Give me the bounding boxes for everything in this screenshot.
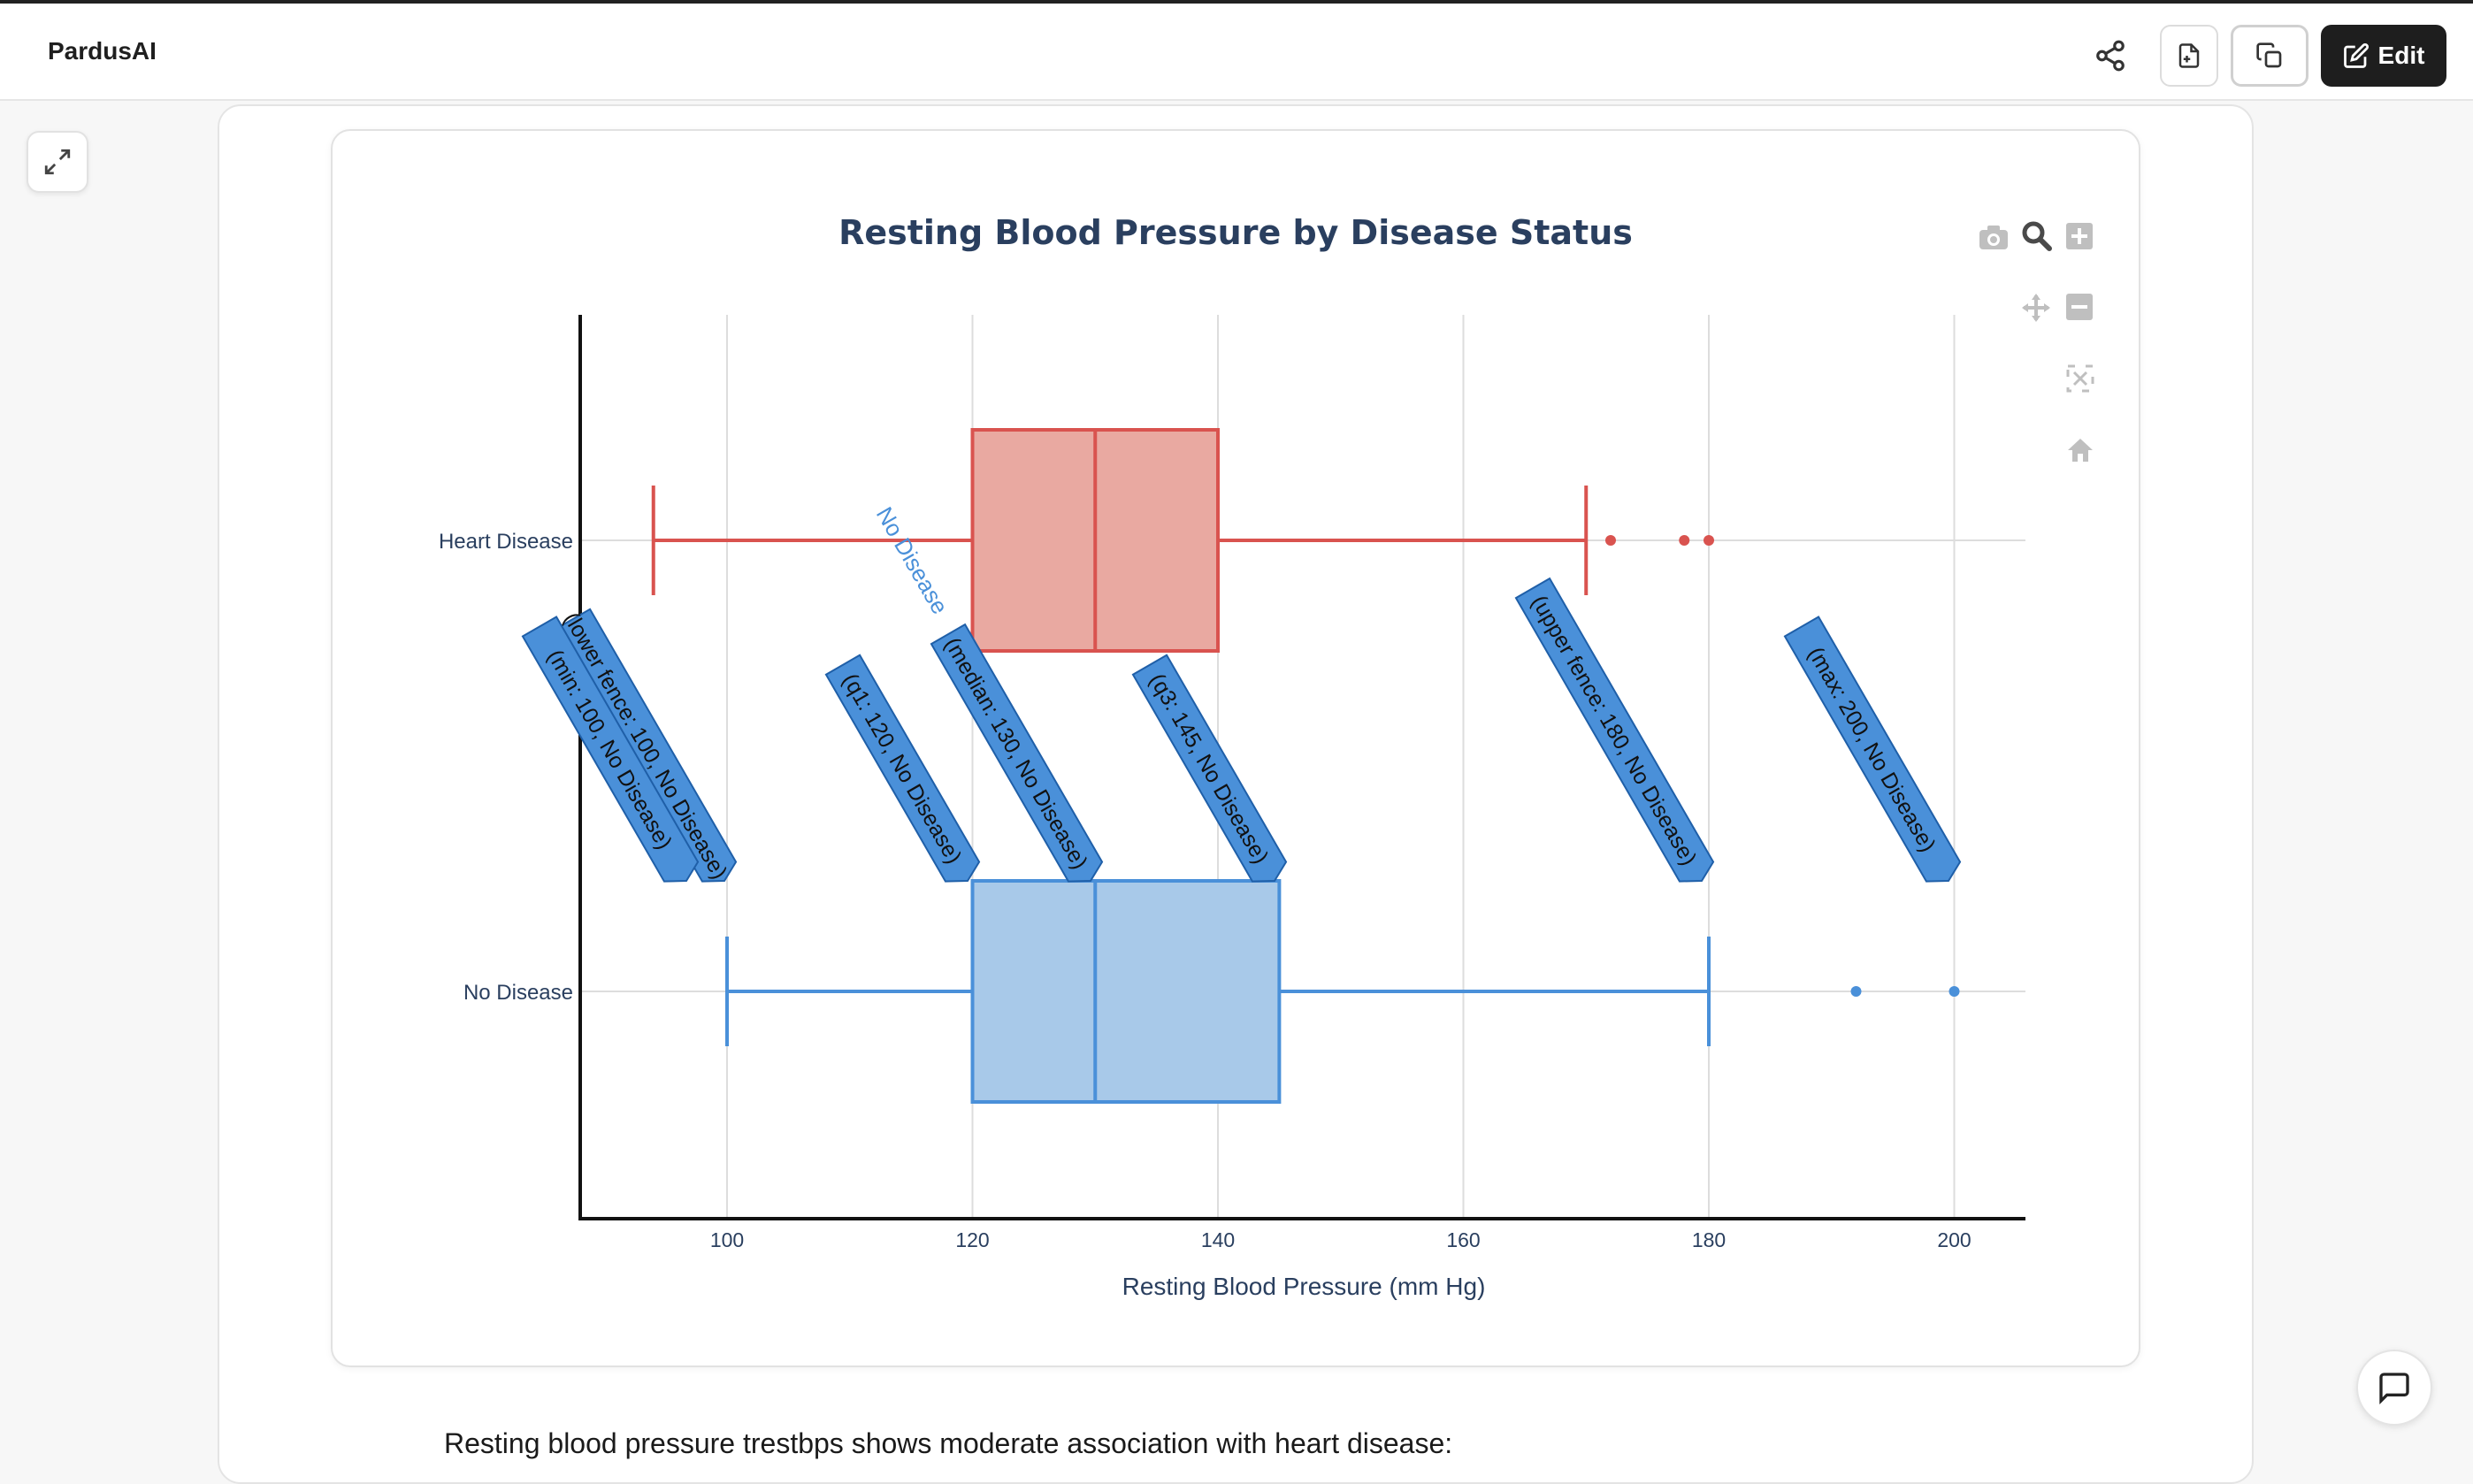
chat-icon xyxy=(2379,1373,2409,1405)
hover-label-text: (q1: 120, No Disease) xyxy=(838,669,967,868)
hover-label-box xyxy=(555,608,738,883)
hover-label-box xyxy=(521,616,700,883)
expand-icon xyxy=(44,149,71,175)
hover-labels: No Disease(lower fence: 100, No Disease)… xyxy=(521,502,1962,884)
summary-paragraph: Resting blood pressure trestbps shows mo… xyxy=(444,1427,1453,1459)
x-tick-label-100: 100 xyxy=(710,1228,744,1251)
file-button[interactable] xyxy=(2160,25,2218,87)
pan-icon[interactable] xyxy=(2022,294,2050,322)
reset-axes-icon[interactable] xyxy=(2068,439,2093,462)
x-tick-label-160: 160 xyxy=(1446,1228,1480,1251)
iqr-box xyxy=(970,879,1282,1104)
outlier-point xyxy=(1949,986,1960,997)
hover-label-5: (upper fence: 180, No Disease) xyxy=(1514,577,1715,883)
chat-button[interactable] xyxy=(2356,1350,2432,1426)
x-tick-label-140: 140 xyxy=(1201,1228,1235,1251)
category-lines xyxy=(580,539,2025,992)
tick-labels: 100 120 140 160 180 200 xyxy=(710,1228,1972,1251)
hover-label-box xyxy=(824,654,981,883)
outlier-point xyxy=(1704,535,1714,546)
y-category-label-1: No Disease xyxy=(463,981,573,1005)
zoom-in-icon[interactable] xyxy=(2066,223,2093,249)
hover-label-box xyxy=(1783,616,1962,883)
hover-label-text: (q3: 145, No Disease) xyxy=(1145,669,1274,868)
share-icon xyxy=(2096,40,2125,72)
outlier-point xyxy=(1679,535,1690,546)
category-labels: Heart Disease No Disease xyxy=(439,530,573,1005)
share-button[interactable] xyxy=(2086,25,2135,87)
zoom-out-icon[interactable] xyxy=(2066,294,2093,320)
hover-label-box xyxy=(1131,654,1288,883)
camera-icon[interactable] xyxy=(1979,226,2008,249)
x-tick-label-180: 180 xyxy=(1692,1228,1726,1251)
zoom-icon[interactable] xyxy=(2022,221,2052,251)
outlier-point xyxy=(1605,535,1616,546)
expand-button[interactable] xyxy=(27,131,88,193)
boxes xyxy=(651,428,1960,1104)
hover-label-box xyxy=(1514,577,1715,883)
hover-label-box xyxy=(930,623,1104,883)
top-bar: PardusAI Edit xyxy=(0,0,2473,101)
chart-title: Resting Blood Pressure by Disease Status xyxy=(838,213,1633,252)
x-tick-label-120: 120 xyxy=(955,1228,989,1251)
modebar[interactable] xyxy=(1979,221,2094,462)
copy-icon xyxy=(2256,42,2282,68)
hover-label-4: (q3: 145, No Disease) xyxy=(1131,654,1288,883)
hover-label-text: (max: 200, No Disease) xyxy=(1803,643,1941,856)
hover-label-text: (upper fence: 180, No Disease) xyxy=(1527,591,1702,869)
edit-button[interactable]: Edit xyxy=(2321,25,2446,87)
box-trace-0 xyxy=(651,428,1714,653)
edit-label: Edit xyxy=(2377,42,2425,69)
autoscale-icon[interactable] xyxy=(2066,364,2094,393)
copy-button[interactable] xyxy=(2231,25,2308,87)
file-icon xyxy=(2178,43,2200,68)
axes xyxy=(578,315,2025,1220)
hover-trace-label: No Disease xyxy=(871,502,953,618)
x-tick-label-200: 200 xyxy=(1937,1228,1971,1251)
box-trace-1 xyxy=(725,879,1960,1104)
x-axis-label: Resting Blood Pressure (mm Hg) xyxy=(1122,1273,1486,1300)
app-name: PardusAI xyxy=(48,37,157,65)
edit-icon xyxy=(2343,42,2369,68)
y-category-label-0: Heart Disease xyxy=(439,530,573,554)
hover-label-6: (max: 200, No Disease) xyxy=(1783,616,1962,883)
outlier-point xyxy=(1850,986,1862,997)
